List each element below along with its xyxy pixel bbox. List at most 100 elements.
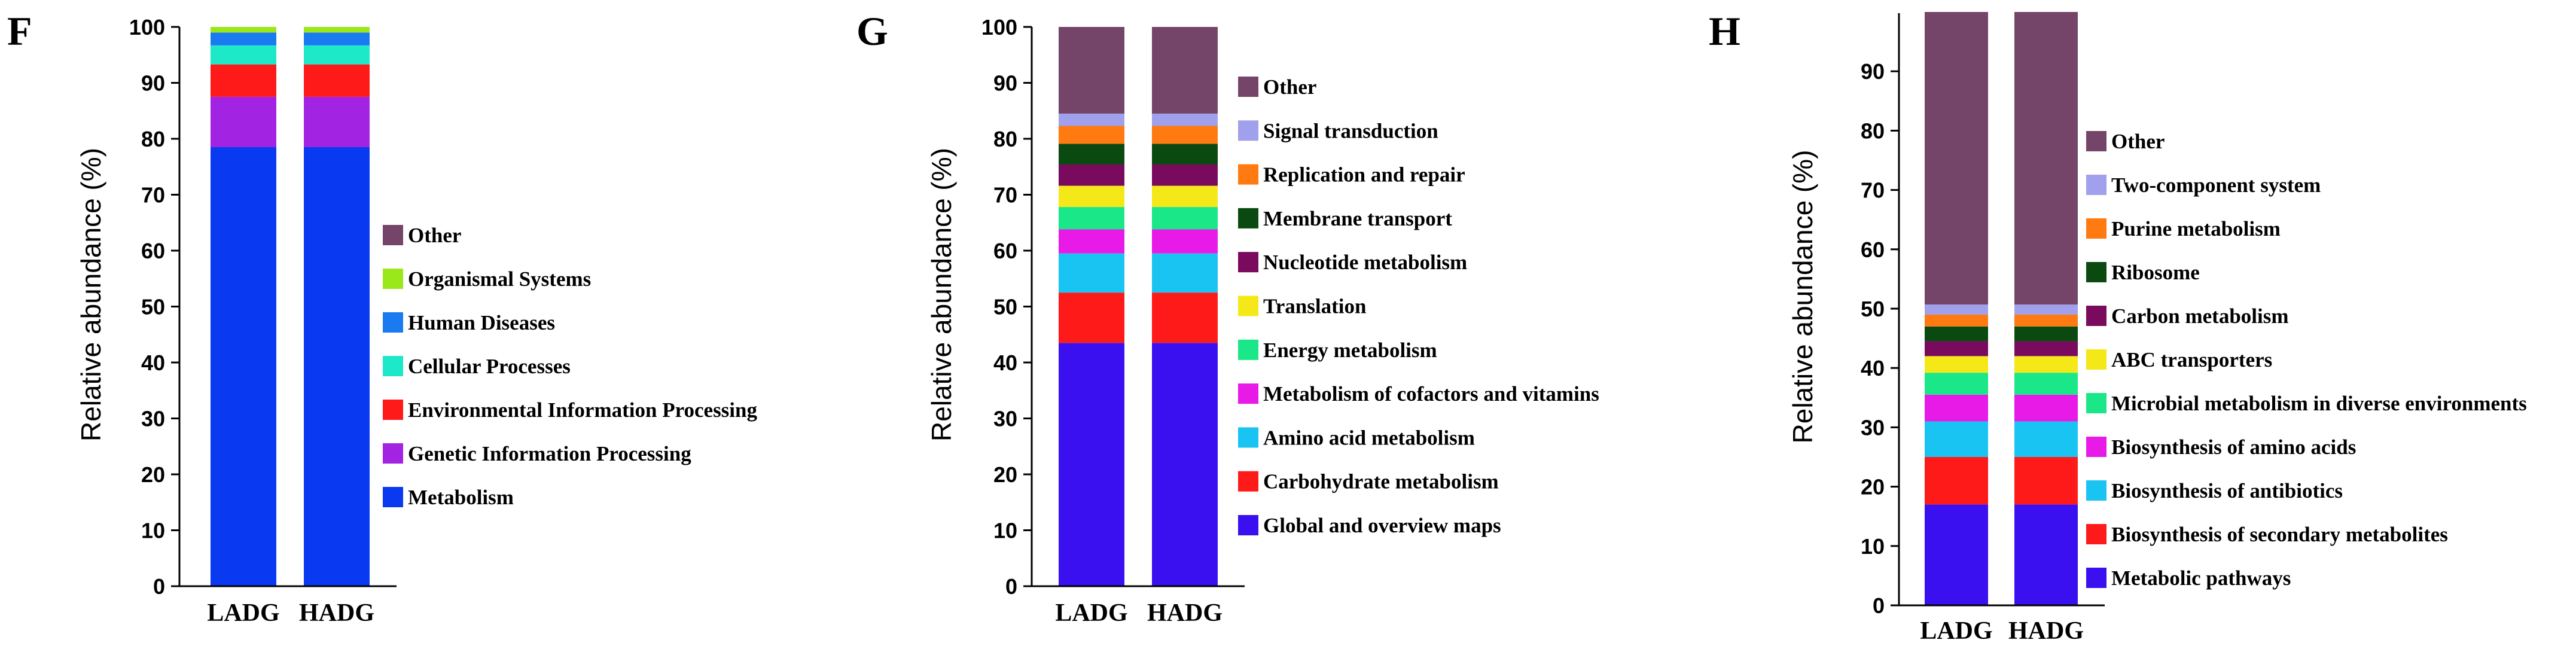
bar-segment-hadg-2 [304,64,370,97]
bar-segment-hadg-7 [1152,144,1218,165]
legend-swatch [2086,218,2106,239]
y-tick-label: 30 [993,407,1017,431]
legend-swatch [2086,349,2106,370]
legend-label: Signal transduction [1263,119,1438,142]
legend-swatch [1238,383,1258,404]
legend-swatch [1238,515,1258,535]
legend-swatch [2086,393,2106,413]
bar-segment-ladg-10 [1925,12,1988,305]
bar-segment-ladg-3 [1925,394,1988,422]
y-tick-label: 100 [129,15,165,39]
legend-label: Purine metabolism [2111,217,2281,240]
legend-swatch [1238,208,1258,228]
bar-segment-ladg-8 [1059,126,1124,144]
legend-label: Membrane transport [1263,207,1452,230]
bar-segment-ladg-5 [1059,185,1124,208]
bar-segment-hadg-7 [2014,326,2078,342]
y-tick-label: 40 [1861,356,1885,380]
legend-label: Nucleotide metabolism [1263,251,1467,274]
bar-segment-ladg-7 [1059,144,1124,165]
legend-swatch [1238,120,1258,141]
x-tick-label: LADG [1055,599,1127,627]
y-tick-label: 10 [1861,534,1885,559]
bar-segment-hadg-9 [2014,304,2078,315]
bar-segment-ladg-5 [1925,356,1988,373]
y-tick-label: 60 [141,239,165,263]
x-tick-label: HADG [2008,617,2084,645]
bar-segment-ladg-9 [1925,304,1988,315]
legend-label: Other [2111,130,2165,153]
legend-label: Translation [1263,295,1366,318]
bar-segment-ladg-10 [1059,27,1124,114]
bar-segment-hadg-6 [2014,341,2078,357]
bar-segment-ladg-4 [211,32,276,45]
y-tick-label: 40 [141,351,165,375]
legend-label: ABC transporters [2111,348,2272,371]
legend-swatch [1238,77,1258,97]
legend-swatch [383,356,403,376]
y-tick-label: 40 [993,351,1017,375]
bar-segment-ladg-8 [1925,314,1988,327]
x-tick-label: HADG [1147,599,1223,627]
y-axis-title: Relative abundance (%) [926,148,957,441]
bar-segment-ladg-1 [1925,457,1988,505]
bar-segment-ladg-4 [1925,373,1988,395]
legend-label: Biosynthesis of amino acids [2111,435,2356,459]
bar-segment-ladg-9 [1059,113,1124,126]
bar-segment-ladg-2 [211,64,276,97]
legend-label: Global and overview maps [1263,514,1501,537]
bar-segment-ladg-0 [211,147,276,586]
bar-segment-hadg-2 [2014,421,2078,457]
legend-label: Other [1263,75,1316,99]
bar-segment-hadg-0 [2014,504,2078,605]
legend-swatch [2086,262,2106,282]
bar-segment-hadg-3 [304,45,370,65]
y-axis-title: Relative abundance (%) [75,148,106,441]
y-tick-label: 60 [993,239,1017,263]
legend-label: Carbohydrate metabolism [1263,470,1499,493]
legend-swatch [383,312,403,333]
legend-swatch [2086,480,2106,501]
bar-segment-ladg-2 [1925,421,1988,457]
bar-segment-hadg-10 [2014,12,2078,305]
bar-segment-hadg-1 [2014,457,2078,505]
bar-segment-ladg-3 [1059,229,1124,254]
bar-segment-hadg-3 [2014,394,2078,422]
y-axis-title: Relative abundance (%) [1787,150,1818,444]
legend-swatch [383,443,403,464]
bar-segment-hadg-5 [1152,185,1218,208]
legend-label: Biosynthesis of antibiotics [2111,479,2343,502]
bar-segment-ladg-5 [211,27,276,33]
legend-label: Other [408,224,461,247]
legend-label: Metabolic pathways [2111,566,2291,590]
legend-label: Cellular Processes [408,355,571,378]
bar-segment-hadg-2 [1152,253,1218,293]
y-tick-label: 0 [1005,574,1017,599]
panel-letter: G [856,8,888,54]
bar-segment-hadg-5 [2014,356,2078,373]
bar-segment-ladg-1 [211,96,276,148]
y-tick-label: 70 [141,183,165,208]
legend-swatch [383,225,403,245]
legend-swatch [2086,306,2106,326]
legend-swatch [1238,295,1258,316]
y-tick-label: 70 [993,183,1017,208]
bar-segment-ladg-0 [1925,504,1988,605]
legend-label: Human Diseases [408,311,555,334]
legend-swatch [383,487,403,507]
legend-swatch [383,269,403,289]
y-tick-label: 80 [141,127,165,151]
legend-swatch [1238,471,1258,492]
y-tick-label: 50 [141,295,165,319]
bar-segment-ladg-2 [1059,253,1124,293]
chart-panel-g: G LADG HADG 0 10 20 30 40 50 60 70 80 90 100 Relative … [856,8,1599,627]
y-tick-label: 50 [1861,297,1885,321]
legend-swatch [2086,131,2106,151]
y-tick-label: 80 [993,127,1017,151]
legend-label: Genetic Information Processing [408,442,691,465]
y-tick-label: 80 [1861,118,1885,143]
x-tick-label: LADG [207,599,279,627]
legend-label: Organismal Systems [408,267,591,291]
y-tick-label: 90 [141,71,165,96]
